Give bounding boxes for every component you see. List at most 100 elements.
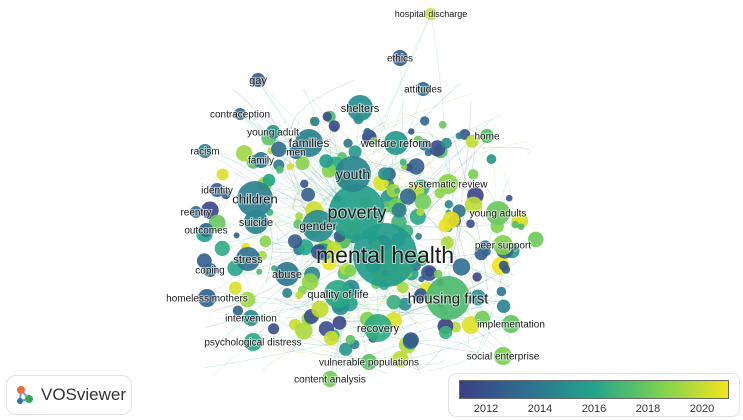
term-node[interactable]: [399, 188, 417, 205]
term-node[interactable]: [439, 325, 453, 340]
term-node[interactable]: [386, 184, 401, 198]
term-node[interactable]: [496, 299, 511, 313]
term-node[interactable]: [301, 273, 319, 291]
term-node[interactable]: [300, 179, 309, 188]
term-node[interactable]: [322, 371, 338, 387]
term-node[interactable]: [502, 315, 520, 333]
term-node[interactable]: [391, 202, 407, 218]
term-node[interactable]: [295, 156, 310, 171]
term-node[interactable]: [364, 314, 392, 342]
term-node[interactable]: [221, 190, 231, 200]
term-node[interactable]: [397, 281, 409, 294]
term-node[interactable]: [271, 265, 278, 272]
term-node[interactable]: [329, 184, 385, 240]
term-node[interactable]: [348, 145, 362, 159]
term-node[interactable]: [332, 316, 347, 330]
term-node[interactable]: [498, 260, 509, 271]
term-node[interactable]: [190, 206, 202, 218]
term-node[interactable]: [262, 173, 276, 187]
term-node[interactable]: [344, 264, 357, 277]
term-node[interactable]: [420, 116, 430, 126]
term-node[interactable]: [295, 212, 304, 221]
term-node[interactable]: [399, 158, 407, 166]
term-node[interactable]: [322, 111, 332, 122]
term-node[interactable]: [302, 210, 334, 242]
term-node[interactable]: [515, 215, 524, 224]
term-node[interactable]: [398, 297, 412, 311]
term-node[interactable]: [480, 129, 494, 143]
term-node[interactable]: [214, 240, 230, 256]
term-node[interactable]: [268, 323, 280, 335]
term-node[interactable]: [343, 138, 353, 148]
term-node[interactable]: [384, 131, 408, 155]
term-node[interactable]: [479, 240, 492, 252]
term-node[interactable]: [444, 200, 453, 209]
term-node[interactable]: [310, 116, 320, 127]
term-node[interactable]: [256, 268, 263, 275]
term-node[interactable]: [228, 281, 242, 295]
term-node[interactable]: [496, 286, 507, 297]
term-node[interactable]: [253, 152, 269, 168]
term-node[interactable]: [455, 132, 463, 140]
term-node[interactable]: [286, 163, 294, 171]
term-node[interactable]: [244, 210, 268, 234]
term-node[interactable]: [505, 194, 513, 202]
term-node[interactable]: [233, 232, 240, 239]
term-node[interactable]: [198, 289, 216, 307]
term-node[interactable]: [347, 95, 373, 121]
term-node[interactable]: [418, 139, 431, 151]
term-node[interactable]: [452, 258, 471, 276]
term-node[interactable]: [416, 207, 425, 216]
term-node[interactable]: [275, 165, 284, 174]
term-node[interactable]: [282, 288, 293, 298]
term-node[interactable]: [416, 82, 430, 96]
term-node[interactable]: [392, 350, 409, 368]
term-node[interactable]: [440, 236, 454, 250]
term-node[interactable]: [414, 288, 427, 301]
term-node[interactable]: [442, 211, 460, 229]
term-node[interactable]: [421, 265, 437, 281]
term-node[interactable]: [470, 289, 486, 306]
term-node[interactable]: [511, 220, 519, 229]
term-node[interactable]: [386, 295, 401, 310]
term-node[interactable]: [289, 145, 303, 159]
term-node[interactable]: [408, 128, 415, 135]
term-node[interactable]: [361, 354, 377, 370]
term-node[interactable]: [494, 347, 512, 365]
term-node[interactable]: [472, 272, 482, 282]
term-node[interactable]: [251, 73, 265, 87]
term-node[interactable]: [438, 120, 447, 129]
term-node[interactable]: [208, 214, 226, 232]
term-node[interactable]: [236, 247, 260, 271]
term-node[interactable]: [486, 154, 497, 165]
term-node[interactable]: [324, 280, 352, 308]
term-node[interactable]: [210, 183, 224, 197]
term-node[interactable]: [236, 145, 253, 162]
term-node[interactable]: [415, 233, 422, 240]
term-node[interactable]: [216, 168, 229, 181]
term-node[interactable]: [408, 158, 425, 175]
term-node[interactable]: [425, 8, 437, 20]
term-node[interactable]: [311, 244, 327, 260]
term-node[interactable]: [394, 187, 401, 194]
term-node[interactable]: [201, 201, 219, 220]
term-node[interactable]: [234, 108, 246, 120]
term-node[interactable]: [414, 193, 432, 210]
term-node[interactable]: [271, 141, 287, 157]
term-node[interactable]: [275, 262, 299, 286]
term-node[interactable]: [465, 134, 479, 148]
term-node[interactable]: [266, 125, 280, 139]
term-node[interactable]: [293, 219, 303, 229]
term-node[interactable]: [237, 181, 273, 217]
term-node[interactable]: [486, 201, 510, 225]
term-node[interactable]: [199, 223, 213, 237]
term-node[interactable]: [239, 291, 256, 308]
term-node[interactable]: [324, 330, 339, 346]
term-node[interactable]: [441, 137, 452, 149]
term-node[interactable]: [369, 136, 379, 146]
term-node[interactable]: [403, 332, 419, 348]
term-node[interactable]: [301, 187, 315, 202]
term-node[interactable]: [335, 156, 371, 192]
term-node[interactable]: [353, 223, 417, 287]
